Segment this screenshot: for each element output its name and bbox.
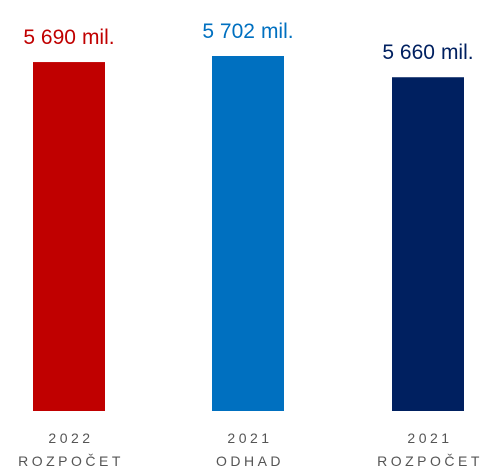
category-year-label-1: 2022 <box>48 430 93 446</box>
value-number: 5 660 <box>382 41 435 64</box>
category-kind-label-3: ROZPOČET <box>377 453 483 469</box>
category-year-label-3: 2021 <box>407 430 452 446</box>
bar-2 <box>212 56 284 411</box>
value-labels: 5 690 mil. 5 702 mil. 5 660 mil. <box>23 20 473 64</box>
value-number: 5 690 <box>23 26 76 49</box>
category-year-label-2: 2021 <box>227 430 272 446</box>
value-unit: mil. <box>441 41 474 64</box>
value-number: 5 702 <box>202 20 255 43</box>
bar-1 <box>33 62 105 412</box>
category-kind-label-1: ROZPOČET <box>18 453 124 469</box>
bar-3 <box>392 77 464 411</box>
value-unit: mil. <box>82 26 115 49</box>
value-label-1: 5 690 mil. <box>23 26 114 49</box>
value-unit: mil. <box>261 20 294 43</box>
value-label-2: 5 702 mil. <box>202 20 293 43</box>
category-kind-label-2: ODHAD <box>216 453 284 469</box>
category-labels: 2022 ROZPOČET 2021 ODHAD 2021 ROZPOČET <box>18 430 483 469</box>
value-label-3: 5 660 mil. <box>382 41 473 64</box>
bars <box>33 56 464 412</box>
